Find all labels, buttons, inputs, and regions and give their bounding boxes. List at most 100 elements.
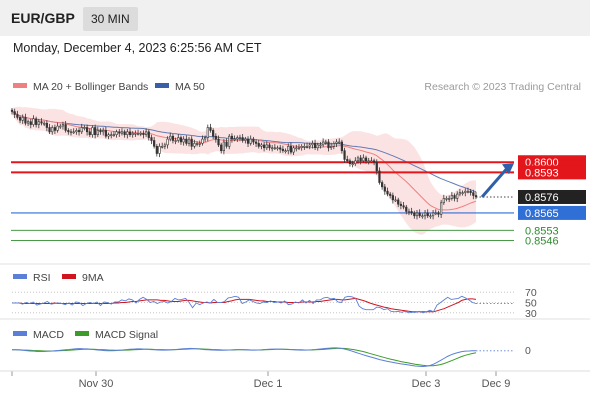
candle-body [77,130,81,133]
timeframe-button[interactable]: 30 MIN [83,7,138,31]
level-tag-0.8576 [518,189,586,204]
candle-body [118,131,121,134]
candle-body [410,211,413,214]
symbol-title: EUR/GBP [11,10,75,26]
chart-datetime: Monday, December 4, 2023 6:25:56 AM CET [13,41,262,55]
candle-body [271,147,274,150]
candle-body [123,131,126,136]
candle-body [295,147,298,150]
candle-body [166,138,169,146]
candle-body [102,130,105,133]
candle-body [281,148,284,151]
candle-body [338,141,341,144]
candle-body [351,163,354,165]
candle-body [155,146,158,154]
forecast-arrow-head [502,163,514,175]
rsi-legend-swatch [13,274,27,279]
candle-body [249,138,252,144]
macd-signal-line [12,347,477,367]
candle-body [187,138,191,144]
candle-body [405,206,408,212]
rsi-legend-label: RSI [33,272,51,284]
candle-body [201,138,204,144]
candle-body [238,137,242,139]
candle-body [225,141,228,147]
candle-body [222,141,225,151]
ma20-legend-label: MA 20 + Bollinger Bands [33,81,148,93]
candle-body [474,195,478,198]
candle-body [112,134,116,136]
time-tick-label: Nov 30 [79,378,114,390]
candle-body [399,203,403,206]
candle-body [228,135,231,147]
legends: MA 20 + Bollinger Bands MA 50 Research © 2… [13,81,581,341]
candle-body [319,144,322,147]
candle-body [370,160,373,163]
candle-body [163,144,166,147]
candle-body [394,199,397,202]
candle-body [43,122,46,125]
candle-body [324,141,327,144]
candle-body [461,192,464,194]
candle-body [359,157,362,162]
candle-body [367,160,370,163]
candle-body [287,146,290,151]
rsi-tick-label: 50 [525,298,537,310]
candle-body [220,144,223,151]
candle-body [32,118,35,125]
candle-body [335,141,338,144]
candle-body [171,135,175,141]
candle-body [179,137,183,143]
candle-body [51,127,54,133]
candle-body [257,143,260,147]
candle-body [469,190,472,193]
candle-body [88,131,91,136]
candle-body [18,117,22,121]
candle-body [107,134,110,137]
candle-body [96,130,99,135]
candle-body [322,141,325,146]
candle-body [115,131,118,136]
candle-body [252,138,255,143]
candle-body [343,150,346,160]
candle-body [198,143,201,145]
forecast-arrow [480,166,510,198]
candle-body [193,143,196,147]
candle-body [182,138,185,143]
candle-body [190,138,193,147]
candle-body [85,127,89,133]
rsi-line [12,295,477,314]
candle-body [300,146,303,149]
macd-legend-label: MACD [33,329,64,341]
candle-body [413,212,416,217]
candle-body [59,125,62,128]
candle-body [99,130,102,133]
candle-body [94,127,97,135]
candle-body [472,192,475,196]
candle-body [110,134,113,136]
candle-body [16,114,19,118]
candle-body [389,193,392,196]
candle-body [445,198,448,200]
candle-body [83,127,86,129]
candle-body [453,195,456,199]
candle-body [246,138,250,144]
bollinger-band [12,106,476,235]
candle-body [391,195,394,201]
candle-body [348,160,352,165]
candle-body [276,147,279,150]
candle-body [434,212,437,215]
candle-body [139,133,142,135]
candle-body [174,140,177,142]
ma50-legend-swatch [155,83,169,88]
candle-body [69,131,73,134]
candle-body [10,109,14,112]
candle-body [53,127,57,131]
candle-body [423,212,427,217]
candle-body [56,125,59,131]
level-label-0.8546: 0.8546 [525,235,559,247]
rsi-ma-legend-label: 9MA [82,272,104,284]
candle-body [72,131,75,134]
candle-body [456,193,459,199]
